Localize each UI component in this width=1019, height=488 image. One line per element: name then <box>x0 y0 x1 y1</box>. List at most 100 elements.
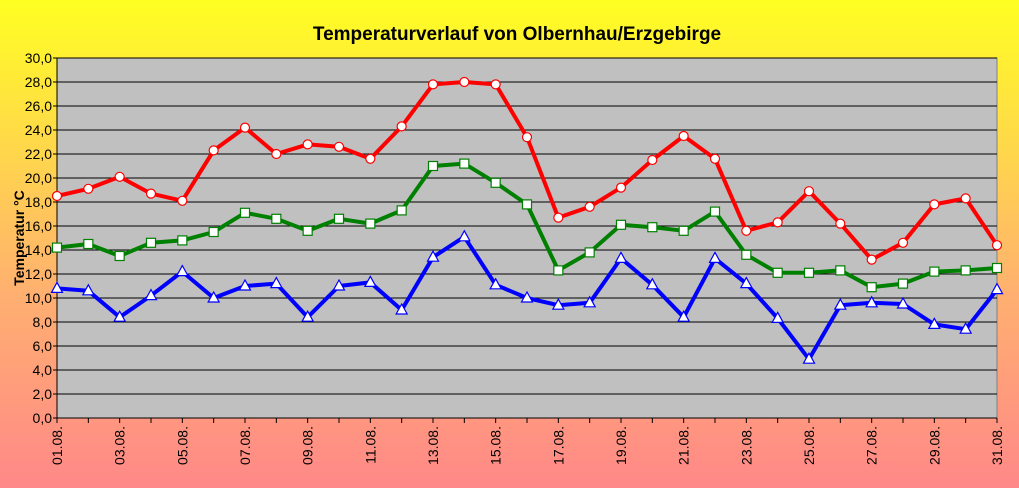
data-point <box>83 238 94 250</box>
data-point <box>739 276 753 289</box>
data-point <box>427 160 439 172</box>
data-point <box>83 183 94 194</box>
y-tick-label: 10,0 <box>25 290 52 306</box>
y-tick-label: 22,0 <box>25 146 52 162</box>
y-tick-label: 26,0 <box>25 98 52 114</box>
y-tick-label: 2,0 <box>33 386 53 402</box>
data-point <box>459 76 470 88</box>
data-point <box>553 212 564 223</box>
data-point <box>396 121 407 132</box>
data-point <box>772 267 783 278</box>
data-point <box>332 278 346 291</box>
chart-title: Temperaturverlauf von Olbernhau/Erzgebir… <box>313 24 721 45</box>
data-point <box>991 240 1003 251</box>
x-tick-label: 07.08. <box>237 426 253 465</box>
x-tick-label: 25.08. <box>801 426 817 465</box>
data-point <box>489 277 503 290</box>
y-tick-label: 28,0 <box>25 74 52 90</box>
data-point <box>457 229 471 242</box>
data-point <box>365 153 376 164</box>
series-circle <box>51 76 1003 265</box>
data-point <box>990 282 1004 295</box>
data-point <box>708 251 722 263</box>
data-point <box>50 281 64 293</box>
data-point <box>897 237 909 248</box>
data-point <box>991 262 1003 274</box>
data-point <box>866 254 877 265</box>
data-point <box>333 141 345 152</box>
data-point <box>427 79 439 90</box>
data-point <box>333 213 345 224</box>
series-triangle <box>50 229 1004 364</box>
data-point <box>803 267 815 278</box>
data-point <box>81 283 95 296</box>
data-point <box>614 251 628 263</box>
x-tick-label: 29.08. <box>926 426 942 465</box>
data-point <box>645 277 659 290</box>
x-tick-label: 13.08. <box>425 426 441 465</box>
data-point <box>145 237 157 248</box>
data-point <box>113 309 127 322</box>
data-point <box>553 265 564 276</box>
data-point <box>302 225 313 236</box>
data-point <box>584 201 595 212</box>
data-point <box>959 321 973 334</box>
data-point <box>584 247 595 258</box>
data-point <box>521 132 533 143</box>
data-point <box>896 296 910 309</box>
data-point <box>208 226 219 238</box>
y-tick-label: 8,0 <box>33 314 53 330</box>
x-tick-label: 05.08. <box>174 426 190 465</box>
y-tick-label: 14,0 <box>25 242 52 258</box>
data-point <box>114 250 125 262</box>
data-point <box>929 266 940 277</box>
data-point <box>208 145 219 156</box>
y-tick-label: 18,0 <box>25 194 52 210</box>
data-point <box>51 190 63 202</box>
data-point <box>865 295 879 308</box>
y-tick-label: 30,0 <box>25 50 52 66</box>
x-tick-label: 03.08. <box>112 426 128 465</box>
data-point <box>647 154 658 166</box>
data-point <box>51 242 63 253</box>
y-tick-label: 0,0 <box>33 410 53 426</box>
x-tick-label: 11.08. <box>362 426 378 464</box>
y-tick-label: 4,0 <box>33 362 53 378</box>
data-point <box>177 195 188 206</box>
data-point <box>678 225 689 236</box>
data-point <box>114 171 125 182</box>
x-tick-label: 19.08. <box>613 426 629 465</box>
data-point <box>709 153 721 164</box>
data-point <box>833 297 847 310</box>
x-tick-label: 21.08. <box>676 426 692 465</box>
data-point <box>302 139 313 150</box>
data-point <box>271 148 282 160</box>
data-point <box>145 188 157 199</box>
data-point <box>520 290 534 303</box>
data-point <box>175 264 189 277</box>
data-point <box>803 186 815 197</box>
data-point <box>802 351 816 364</box>
data-point <box>709 206 721 217</box>
data-point <box>490 177 501 188</box>
data-point <box>459 158 470 169</box>
data-point <box>363 275 377 287</box>
data-point <box>177 235 188 246</box>
data-point <box>426 249 440 262</box>
data-point <box>269 276 283 289</box>
x-tick-label: 15.08. <box>488 426 504 465</box>
data-point <box>615 182 627 193</box>
data-point <box>395 302 409 315</box>
data-point <box>144 288 158 301</box>
data-point <box>771 311 785 323</box>
data-point <box>927 317 941 329</box>
x-tick-label: 17.08. <box>550 426 566 465</box>
data-point <box>866 282 877 293</box>
y-tick-label: 16,0 <box>25 218 52 234</box>
data-point <box>239 207 251 218</box>
data-point <box>677 309 691 322</box>
data-point <box>301 309 315 322</box>
y-axis-label: Temperatur °C <box>11 190 27 286</box>
